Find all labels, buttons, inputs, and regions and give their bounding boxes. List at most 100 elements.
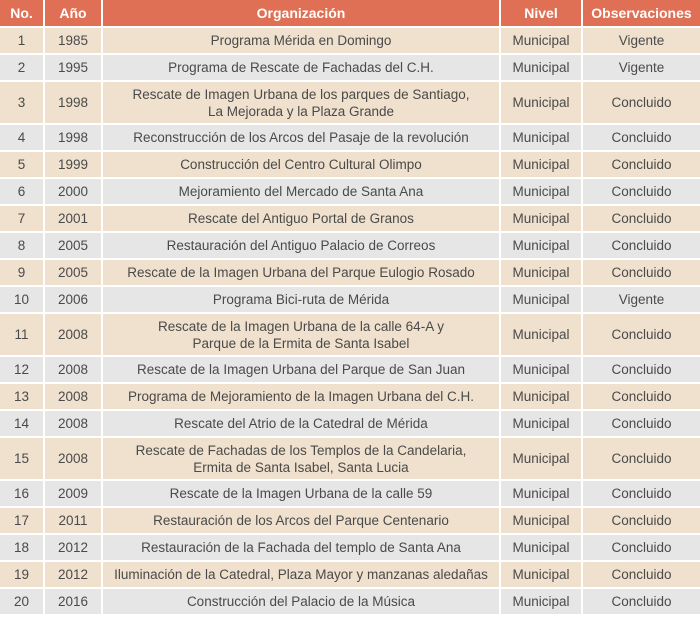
cell-level: Municipal — [501, 535, 581, 560]
cell-year: 2008 — [45, 411, 101, 436]
header-observations: Observaciones — [583, 0, 700, 26]
cell-year: 1998 — [45, 82, 101, 123]
cell-observations: Vigente — [583, 28, 700, 53]
cell-observations: Vigente — [583, 55, 700, 80]
cell-organization: Construcción del Centro Cultural Olimpo — [103, 152, 499, 177]
cell-year: 1999 — [45, 152, 101, 177]
cell-no: 19 — [0, 562, 43, 587]
cell-organization: Rescate de Fachadas de los Templos de la… — [103, 438, 499, 479]
cell-year: 2012 — [45, 535, 101, 560]
organization-line: Rescate de la Imagen Urbana del Parque E… — [127, 265, 475, 280]
table-row: 11 2008 Rescate de la Imagen Urbana de la … — [0, 314, 700, 355]
cell-no: 12 — [0, 357, 43, 382]
cell-organization: Restauración de los Arcos del Parque Cen… — [103, 508, 499, 533]
cell-organization: Construcción del Palacio de la Música — [103, 589, 499, 614]
table-row: 15 2008 Rescate de Fachadas de los Templos… — [0, 438, 700, 479]
cell-year: 2008 — [45, 314, 101, 355]
cell-observations: Concluido — [583, 82, 700, 123]
organization-line: Restauración de los Arcos del Parque Cen… — [153, 513, 449, 528]
cell-observations: Concluido — [583, 233, 700, 258]
table-row: 1 1985 Programa Mérida en Domingo Municipal… — [0, 28, 700, 53]
table-row: 17 2011 Restauración de los Arcos del Parq… — [0, 508, 700, 533]
cell-no: 4 — [0, 125, 43, 150]
cell-year: 2005 — [45, 260, 101, 285]
organization-line: La Mejorada y la Plaza Grande — [207, 103, 395, 119]
cell-level: Municipal — [501, 152, 581, 177]
organization-line: Reconstrucción de los Arcos del Pasaje d… — [133, 130, 469, 145]
cell-organization: Restauración del Antiguo Palacio de Corr… — [103, 233, 499, 258]
organization-line: Rescate del Atrio de la Catedral de Méri… — [174, 416, 428, 431]
cell-level: Municipal — [501, 287, 581, 312]
cell-year: 2006 — [45, 287, 101, 312]
cell-organization: Reconstrucción de los Arcos del Pasaje d… — [103, 125, 499, 150]
organization-line: Rescate de la Imagen Urbana de la calle … — [169, 486, 433, 501]
cell-year: 2008 — [45, 438, 101, 479]
cell-level: Municipal — [501, 314, 581, 355]
organization-line: Rescate de la Imagen Urbana del Parque d… — [137, 362, 465, 377]
organization-line: Programa Bici-ruta de Mérida — [212, 292, 390, 307]
cell-year: 2001 — [45, 206, 101, 231]
cell-observations: Concluido — [583, 179, 700, 204]
header-organization: Organización — [103, 0, 499, 26]
table-body: 1 1985 Programa Mérida en Domingo Municipal… — [0, 28, 700, 614]
cell-observations: Concluido — [583, 438, 700, 479]
cell-level: Municipal — [501, 233, 581, 258]
cell-year: 2012 — [45, 562, 101, 587]
cell-organization: Programa de Mejoramiento de la Imagen Ur… — [103, 384, 499, 409]
cell-year: 1995 — [45, 55, 101, 80]
cell-observations: Concluido — [583, 357, 700, 382]
cell-year: 2009 — [45, 481, 101, 506]
table-row: 10 2006 Programa Bici-ruta de Mérida Munici… — [0, 287, 700, 312]
cell-no: 15 — [0, 438, 43, 479]
organization-line: Programa de Rescate de Fachadas del C.H. — [168, 60, 434, 75]
cell-year: 2005 — [45, 233, 101, 258]
cell-level: Municipal — [501, 411, 581, 436]
organization-line: Rescate de Imagen Urbana de los parques … — [132, 86, 470, 102]
cell-level: Municipal — [501, 384, 581, 409]
cell-level: Municipal — [501, 28, 581, 53]
cell-year: 2008 — [45, 384, 101, 409]
organization-line: Restauración del Antiguo Palacio de Corr… — [166, 238, 436, 253]
cell-organization: Mejoramiento del Mercado de Santa Ana — [103, 179, 499, 204]
cell-no: 13 — [0, 384, 43, 409]
cell-observations: Concluido — [583, 411, 700, 436]
cell-no: 10 — [0, 287, 43, 312]
cell-organization: Rescate de Imagen Urbana de los parques … — [103, 82, 499, 123]
cell-observations: Concluido — [583, 260, 700, 285]
organization-line: Rescate del Antiguo Portal de Granos — [188, 211, 414, 226]
cell-observations: Concluido — [583, 384, 700, 409]
cell-organization: Programa Mérida en Domingo — [103, 28, 499, 53]
table-row: 9 2005 Rescate de la Imagen Urbana del Par… — [0, 260, 700, 285]
cell-observations: Concluido — [583, 535, 700, 560]
cell-level: Municipal — [501, 125, 581, 150]
cell-organization: Rescate de la Imagen Urbana de la calle … — [103, 314, 499, 355]
cell-no: 11 — [0, 314, 43, 355]
cell-level: Municipal — [501, 508, 581, 533]
table-row: 13 2008 Programa de Mejoramiento de la Ima… — [0, 384, 700, 409]
cell-observations: Vigente — [583, 287, 700, 312]
cell-no: 2 — [0, 55, 43, 80]
cell-organization: Rescate de la Imagen Urbana del Parque d… — [103, 357, 499, 382]
cell-no: 5 — [0, 152, 43, 177]
cell-level: Municipal — [501, 562, 581, 587]
cell-level: Municipal — [501, 55, 581, 80]
cell-organization: Iluminación de la Catedral, Plaza Mayor … — [103, 562, 499, 587]
table-row: 18 2012 Restauración de la Fachada del tem… — [0, 535, 700, 560]
header-row: No. Año Organización Nivel Observaciones — [0, 0, 700, 26]
cell-year: 1998 — [45, 125, 101, 150]
cell-organization: Programa Bici-ruta de Mérida — [103, 287, 499, 312]
organization-line: Mejoramiento del Mercado de Santa Ana — [178, 184, 424, 199]
cell-observations: Concluido — [583, 508, 700, 533]
cell-no: 3 — [0, 82, 43, 123]
organization-line: Rescate de Fachadas de los Templos de la… — [135, 442, 467, 458]
cell-level: Municipal — [501, 260, 581, 285]
cell-no: 18 — [0, 535, 43, 560]
cell-no: 16 — [0, 481, 43, 506]
cell-organization: Rescate del Antiguo Portal de Granos — [103, 206, 499, 231]
table-row: 19 2012 Iluminación de la Catedral, Plaza … — [0, 562, 700, 587]
cell-level: Municipal — [501, 589, 581, 614]
cell-observations: Concluido — [583, 152, 700, 177]
cell-organization: Restauración de la Fachada del templo de… — [103, 535, 499, 560]
organization-line: Rescate de la Imagen Urbana de la calle … — [158, 318, 444, 334]
